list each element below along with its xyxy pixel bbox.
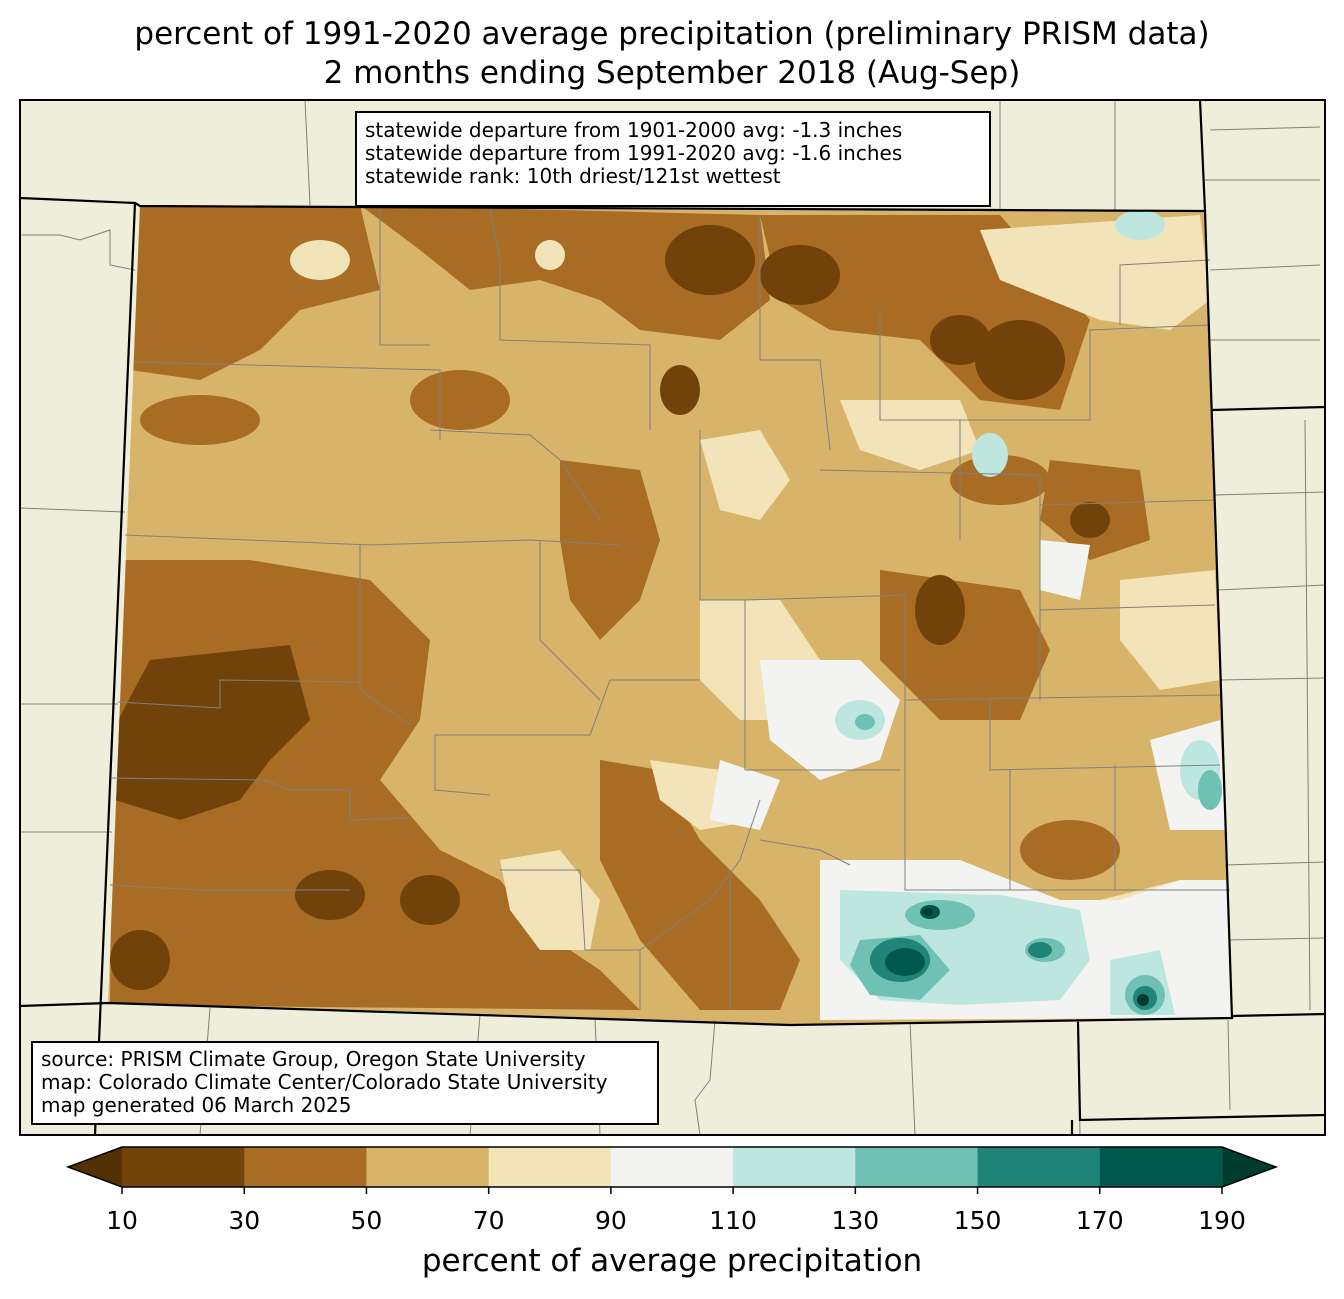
source-line: source: PRISM Climate Group, Oregon Stat…	[41, 1047, 586, 1071]
colorbar-segment	[1099, 1147, 1223, 1187]
stat-departure-1991-2020: statewide departure from 1991-2020 avg: …	[365, 141, 903, 165]
colorbar-segment	[244, 1147, 367, 1187]
colorbar-segment	[610, 1147, 734, 1187]
colorbar-label: percent of average precipitation	[421, 1243, 923, 1279]
colorbar-segment	[733, 1147, 856, 1187]
colorbar-segment	[488, 1147, 612, 1187]
stat-departure-1901-2000: statewide departure from 1901-2000 avg: …	[365, 118, 903, 142]
colorbar-tick-label: 30	[228, 1206, 261, 1235]
colorbar-tick-label: 70	[472, 1206, 505, 1235]
colorbar-tick-label: 170	[1075, 1206, 1124, 1235]
colorbar-tick-label: 190	[1198, 1206, 1246, 1235]
county-lines	[20, 100, 1325, 1135]
chart-title-line2: 2 months ending September 2018 (Aug-Sep)	[323, 55, 1021, 91]
precip-field	[108, 206, 1232, 1025]
state-borders	[20, 100, 1325, 1135]
chart-title-line1: percent of 1991-2020 average precipitati…	[134, 16, 1210, 52]
colorbar-under-triangle	[68, 1147, 122, 1187]
colorbar-outline	[65, 1146, 1279, 1188]
generated-date-line: map generated 06 March 2025	[41, 1093, 352, 1117]
colorbar-tick-label: 130	[831, 1206, 880, 1235]
colorbar-tick-label: 90	[594, 1206, 627, 1235]
colorbar-tick-label: 10	[106, 1206, 138, 1235]
colorbar-tick-label: 110	[709, 1206, 757, 1235]
map-frame-border	[19, 99, 1326, 1136]
colorbar-segment	[855, 1147, 979, 1187]
colorbar	[65, 1146, 1279, 1194]
colorbar-segment	[366, 1147, 490, 1187]
source-credits-box: source: PRISM Climate Group, Oregon Stat…	[31, 1041, 659, 1125]
colorbar-tick-label: 50	[350, 1206, 383, 1235]
colorbar-segment	[977, 1147, 1101, 1187]
statewide-stats-box: statewide departure from 1901-2000 avg: …	[355, 111, 991, 207]
colorbar-over-triangle	[1222, 1147, 1276, 1187]
map-credit-line: map: Colorado Climate Center/Colorado St…	[41, 1070, 608, 1094]
colorbar-segment	[122, 1147, 245, 1187]
colorbar-tick-label: 150	[953, 1206, 1002, 1235]
stat-rank: statewide rank: 10th driest/121st wettes…	[365, 164, 781, 188]
